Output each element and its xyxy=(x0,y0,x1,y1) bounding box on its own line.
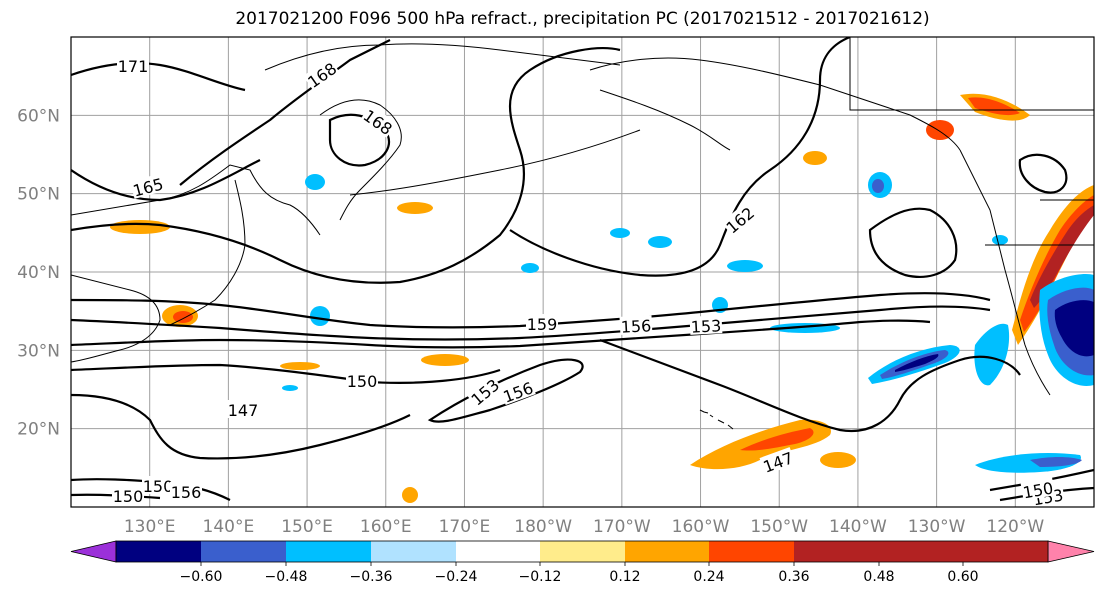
longitude-label: 160°E xyxy=(360,517,412,537)
latitude-label: 30°N xyxy=(17,341,60,361)
latitude-labels: 60°N 50°N 40°N 30°N 20°N xyxy=(17,106,60,439)
longitude-label: 150°E xyxy=(281,517,333,537)
colorbar-tick-label: 0.48 xyxy=(863,569,894,585)
longitude-label: 150°W xyxy=(750,517,808,537)
colorbar-extend-high xyxy=(1047,540,1095,563)
svg-text:156: 156 xyxy=(171,483,202,502)
contour-label: 150 xyxy=(346,371,378,391)
longitude-label: 170°E xyxy=(439,517,491,537)
colorbar-segment xyxy=(201,541,286,562)
precipitation-shading xyxy=(110,93,1094,503)
latitude-label: 50°N xyxy=(17,185,60,205)
longitude-label: 140°W xyxy=(829,517,887,537)
colorbar-segment xyxy=(116,541,201,562)
longitude-label: 130°W xyxy=(908,517,966,537)
colorbar-segment xyxy=(794,541,1048,562)
svg-text:171: 171 xyxy=(118,57,149,76)
colorbar-tick-label: −0.12 xyxy=(519,569,562,585)
contour-label: 150 xyxy=(112,486,144,506)
svg-text:150: 150 xyxy=(113,487,144,506)
latitude-label: 40°N xyxy=(17,263,60,283)
colorbar-segment xyxy=(286,541,371,562)
colorbar-segment xyxy=(709,541,794,562)
contour-label: 156 xyxy=(619,315,653,337)
colorbar-tick-label: 0.60 xyxy=(947,569,978,585)
colorbar-extend-low xyxy=(70,540,117,563)
colorbar-segment xyxy=(540,541,625,562)
colorbar-segment xyxy=(625,541,709,562)
map-title: 2017021200 F096 500 hPa refract., precip… xyxy=(235,9,930,29)
colorbar-tick-label: 0.36 xyxy=(778,569,809,585)
colorbar-tick-label: 0.12 xyxy=(609,569,640,585)
svg-text:153: 153 xyxy=(690,316,721,337)
coastlines xyxy=(71,37,1094,430)
contour-label: 156 xyxy=(170,482,202,502)
colorbar-tick-label: −0.60 xyxy=(180,569,223,585)
svg-text:156: 156 xyxy=(620,316,651,337)
colorbar-segment xyxy=(371,541,456,562)
latitude-label: 20°N xyxy=(17,420,60,440)
svg-text:150: 150 xyxy=(143,477,174,496)
longitude-label: 140°E xyxy=(203,517,255,537)
contour-label: 159 xyxy=(526,314,558,334)
colorbar-outline xyxy=(115,540,1049,563)
svg-text:159: 159 xyxy=(527,315,558,334)
longitude-label: 180°W xyxy=(514,517,572,537)
svg-text:147: 147 xyxy=(228,401,259,420)
colorbar: −0.60 −0.48 −0.36 −0.24 −0.12 0.12 0.24 0.36 0.4… xyxy=(70,540,1095,585)
latitude-label: 60°N xyxy=(17,106,60,126)
colorbar-tick-label: 0.24 xyxy=(693,569,724,585)
map-frame xyxy=(70,36,1095,508)
longitude-label: 170°W xyxy=(593,517,651,537)
longitude-label: 160°W xyxy=(672,517,730,537)
colorbar-segment xyxy=(456,541,540,562)
colorbar-tick-label: −0.36 xyxy=(350,569,393,585)
contour-label: 147 xyxy=(227,400,259,420)
longitude-label: 130°E xyxy=(124,517,176,537)
longitude-labels: 130°E 140°E 150°E 160°E 170°E 180°W 170°W 160°W… xyxy=(124,517,1045,537)
refractivity-contours xyxy=(71,37,1094,502)
contour-label: 153 xyxy=(689,315,723,337)
longitude-label: 120°W xyxy=(986,517,1044,537)
contour-label: 171 xyxy=(117,56,149,76)
contour-label: 150 xyxy=(142,476,174,496)
colorbar-tick-label: −0.48 xyxy=(265,569,308,585)
colorbar-tick-label: −0.24 xyxy=(435,569,478,585)
svg-text:150: 150 xyxy=(347,372,378,391)
